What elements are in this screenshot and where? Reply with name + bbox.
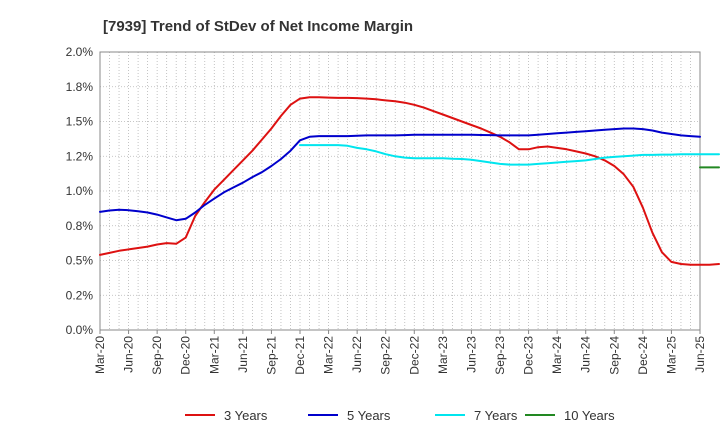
x-tick-label: Sep-23 [493,336,507,375]
series-lines [99,96,720,266]
legend-label-3-years: 3 Years [224,408,268,423]
x-tick-label: Sep-21 [264,336,278,375]
x-tick-label: Jun-22 [350,336,364,373]
y-tick-label: 2.0% [66,45,94,59]
x-tick-label: Jun-23 [464,336,478,373]
x-tick-label: Jun-25 [693,336,707,373]
x-tick-label: Sep-20 [150,336,164,375]
x-tick-label: Mar-22 [322,336,336,374]
x-tick-label: Mar-24 [550,336,564,374]
legend-label-7-years: 7 Years [474,408,518,423]
legend: 3 Years 5 Years 7 Years 10 Years [185,408,615,423]
x-tick-label: Dec-24 [636,336,650,375]
y-tick-label: 1.5% [66,115,94,129]
legend-label-10-years: 10 Years [564,408,615,423]
x-tick-label: Dec-21 [293,336,307,375]
chart-title: [7939] Trend of StDev of Net Income Marg… [103,18,413,35]
plot-border [99,51,701,331]
y-tick-label: 0.5% [66,254,94,268]
x-tick-label: Mar-20 [93,336,107,374]
x-tick-label: Jun-24 [579,336,593,373]
y-tick-label: 1.2% [66,149,94,163]
x-tick-label: Dec-23 [522,336,536,375]
y-tick-label: 1.0% [66,184,94,198]
axes: 0.0% 0.2% 0.5% 0.8% 1.0% 1.2% 1.5% 1.8% 2.0% Mar-… [66,45,707,375]
x-tick-label: Mar-25 [664,336,678,374]
x-tick-label: Mar-21 [207,336,221,374]
legend-label-5-years: 5 Years [347,408,391,423]
x-tick-label: Sep-22 [379,336,393,375]
x-tick-label: Dec-22 [407,336,421,375]
y-tick-label: 1.8% [66,80,94,94]
x-tick-label: Jun-20 [122,336,136,373]
series-line-3-years [99,96,720,266]
x-tick-label: Mar-23 [436,336,450,374]
y-tick-label: 0.0% [66,323,94,337]
series-line-7-years [299,144,720,166]
y-tick-label: 0.8% [66,219,94,233]
series-line-5-years [99,127,701,222]
x-tick-label: Jun-21 [236,336,250,373]
x-tick-label: Sep-24 [607,336,621,375]
y-tick-label: 0.2% [66,288,94,302]
x-tick-label: Dec-20 [179,336,193,375]
